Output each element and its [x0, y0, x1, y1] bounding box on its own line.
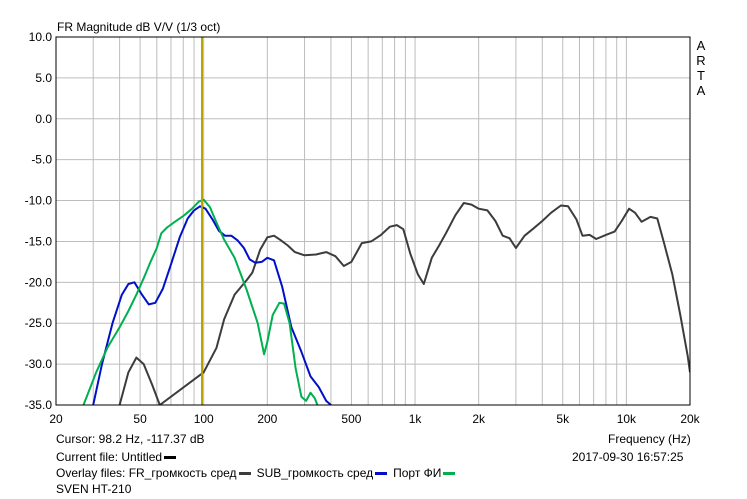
current-file-swatch — [164, 456, 177, 460]
series-line-2 — [92, 205, 332, 405]
series-line-1 — [118, 202, 690, 405]
overlay-1-swatch — [238, 472, 251, 476]
watermark-letter: T — [697, 68, 705, 83]
y-tick-label: -5.0 — [31, 153, 52, 167]
y-tick-label: -35.0 — [25, 398, 53, 412]
current-file-row: Current file: Untitled — [56, 450, 182, 464]
y-tick-label: -25.0 — [25, 316, 53, 330]
x-tick-label: 5k — [556, 412, 570, 426]
chart-title: FR Magnitude dB V/V (1/3 oct) — [57, 20, 220, 34]
y-tick-label: -15.0 — [25, 234, 53, 248]
current-file-label: Current file: Untitled — [56, 450, 163, 464]
x-tick-label: 500 — [341, 412, 361, 426]
x-tick-labels: 20 50 100 200 500 1k 2k 5k 10k 20k — [49, 412, 700, 426]
watermark-letter: A — [697, 38, 706, 53]
y-tick-label: 0.0 — [35, 112, 52, 126]
overlay-file-2[interactable]: SUB_громкость сред — [256, 466, 374, 480]
x-tick-label: 20 — [49, 412, 63, 426]
overlay-file-3[interactable]: Порт ФИ — [393, 466, 442, 480]
x-tick-label: 1k — [409, 412, 423, 426]
series-line-3 — [82, 198, 319, 405]
y-tick-label: -10.0 — [25, 194, 53, 208]
overlay-files-row: Overlay files: FR_громкость сред SUB_гром… — [56, 466, 461, 480]
x-tick-label: 50 — [133, 412, 147, 426]
y-tick-labels: 10.0 5.0 0.0 -5.0 -10.0 -15.0 -20.0 -25.0 -30.0 -… — [25, 30, 53, 412]
overlay-file-1[interactable]: FR_громкость сред — [128, 466, 237, 480]
frequency-axis-label: Frequency (Hz) — [608, 432, 691, 446]
x-tick-label: 20k — [680, 412, 700, 426]
series-layer — [82, 198, 690, 405]
overlay-files-prefix: Overlay files: — [56, 466, 129, 480]
cursor-readout: Cursor: 98.2 Hz, -117.37 dB — [56, 432, 205, 446]
watermark-letter: R — [696, 53, 705, 68]
y-tick-label: 5.0 — [35, 71, 52, 85]
y-tick-label: 10.0 — [29, 30, 53, 44]
overlay-2-swatch — [375, 472, 388, 476]
plot-frame — [55, 36, 691, 406]
y-tick-label: -20.0 — [25, 275, 53, 289]
x-tick-label: 200 — [257, 412, 277, 426]
device-name: SVEN HT-210 — [56, 482, 132, 496]
x-tick-label: 100 — [194, 412, 214, 426]
watermark-letter: A — [697, 83, 706, 98]
overlay-3-swatch — [443, 472, 456, 476]
y-tick-label: -30.0 — [25, 357, 53, 371]
x-tick-label: 10k — [617, 412, 637, 426]
x-tick-label: 2k — [472, 412, 486, 426]
timestamp: 2017-09-30 16:57:25 — [572, 450, 684, 464]
grid-lines — [55, 36, 691, 406]
